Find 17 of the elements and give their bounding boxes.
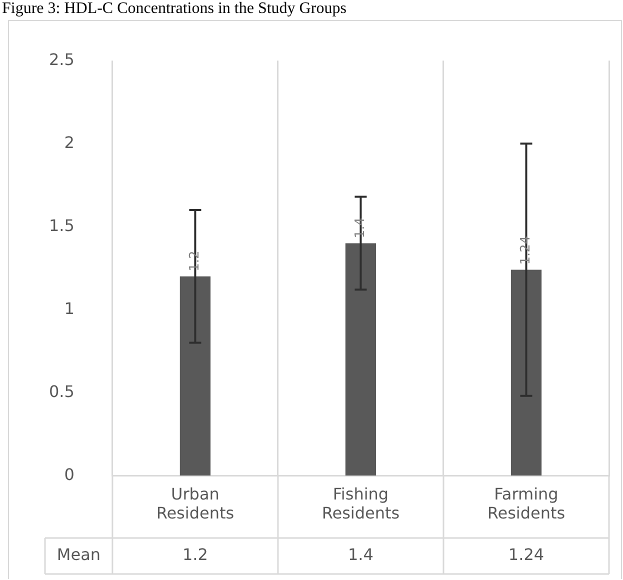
- data-label: 1.24: [508, 545, 544, 564]
- text: 1.2: [188, 250, 203, 272]
- chart-title: Figure 3: HDL-C Concentrations in the Study Groups: [2, 0, 346, 18]
- text: 1.4: [353, 218, 368, 238]
- data-label: 1.2: [182, 545, 208, 564]
- x-tick-label: Farming Residents: [487, 484, 566, 523]
- data-label: 1.4: [348, 545, 374, 564]
- x-tick-label: Fishing Residents: [322, 484, 400, 523]
- y-tick-label: 2.5: [48, 50, 74, 69]
- y-tick-label: 1: [64, 298, 74, 318]
- y-tick-label: 1.5: [48, 216, 74, 235]
- text: Mean: [56, 545, 101, 564]
- x-tick-label: Urban Residents: [156, 484, 234, 523]
- y-tick-label: 0.5: [48, 382, 74, 401]
- y-tick-label: 2: [64, 132, 74, 152]
- text: 1.24: [518, 236, 534, 265]
- y-tick-label: 0: [64, 464, 74, 484]
